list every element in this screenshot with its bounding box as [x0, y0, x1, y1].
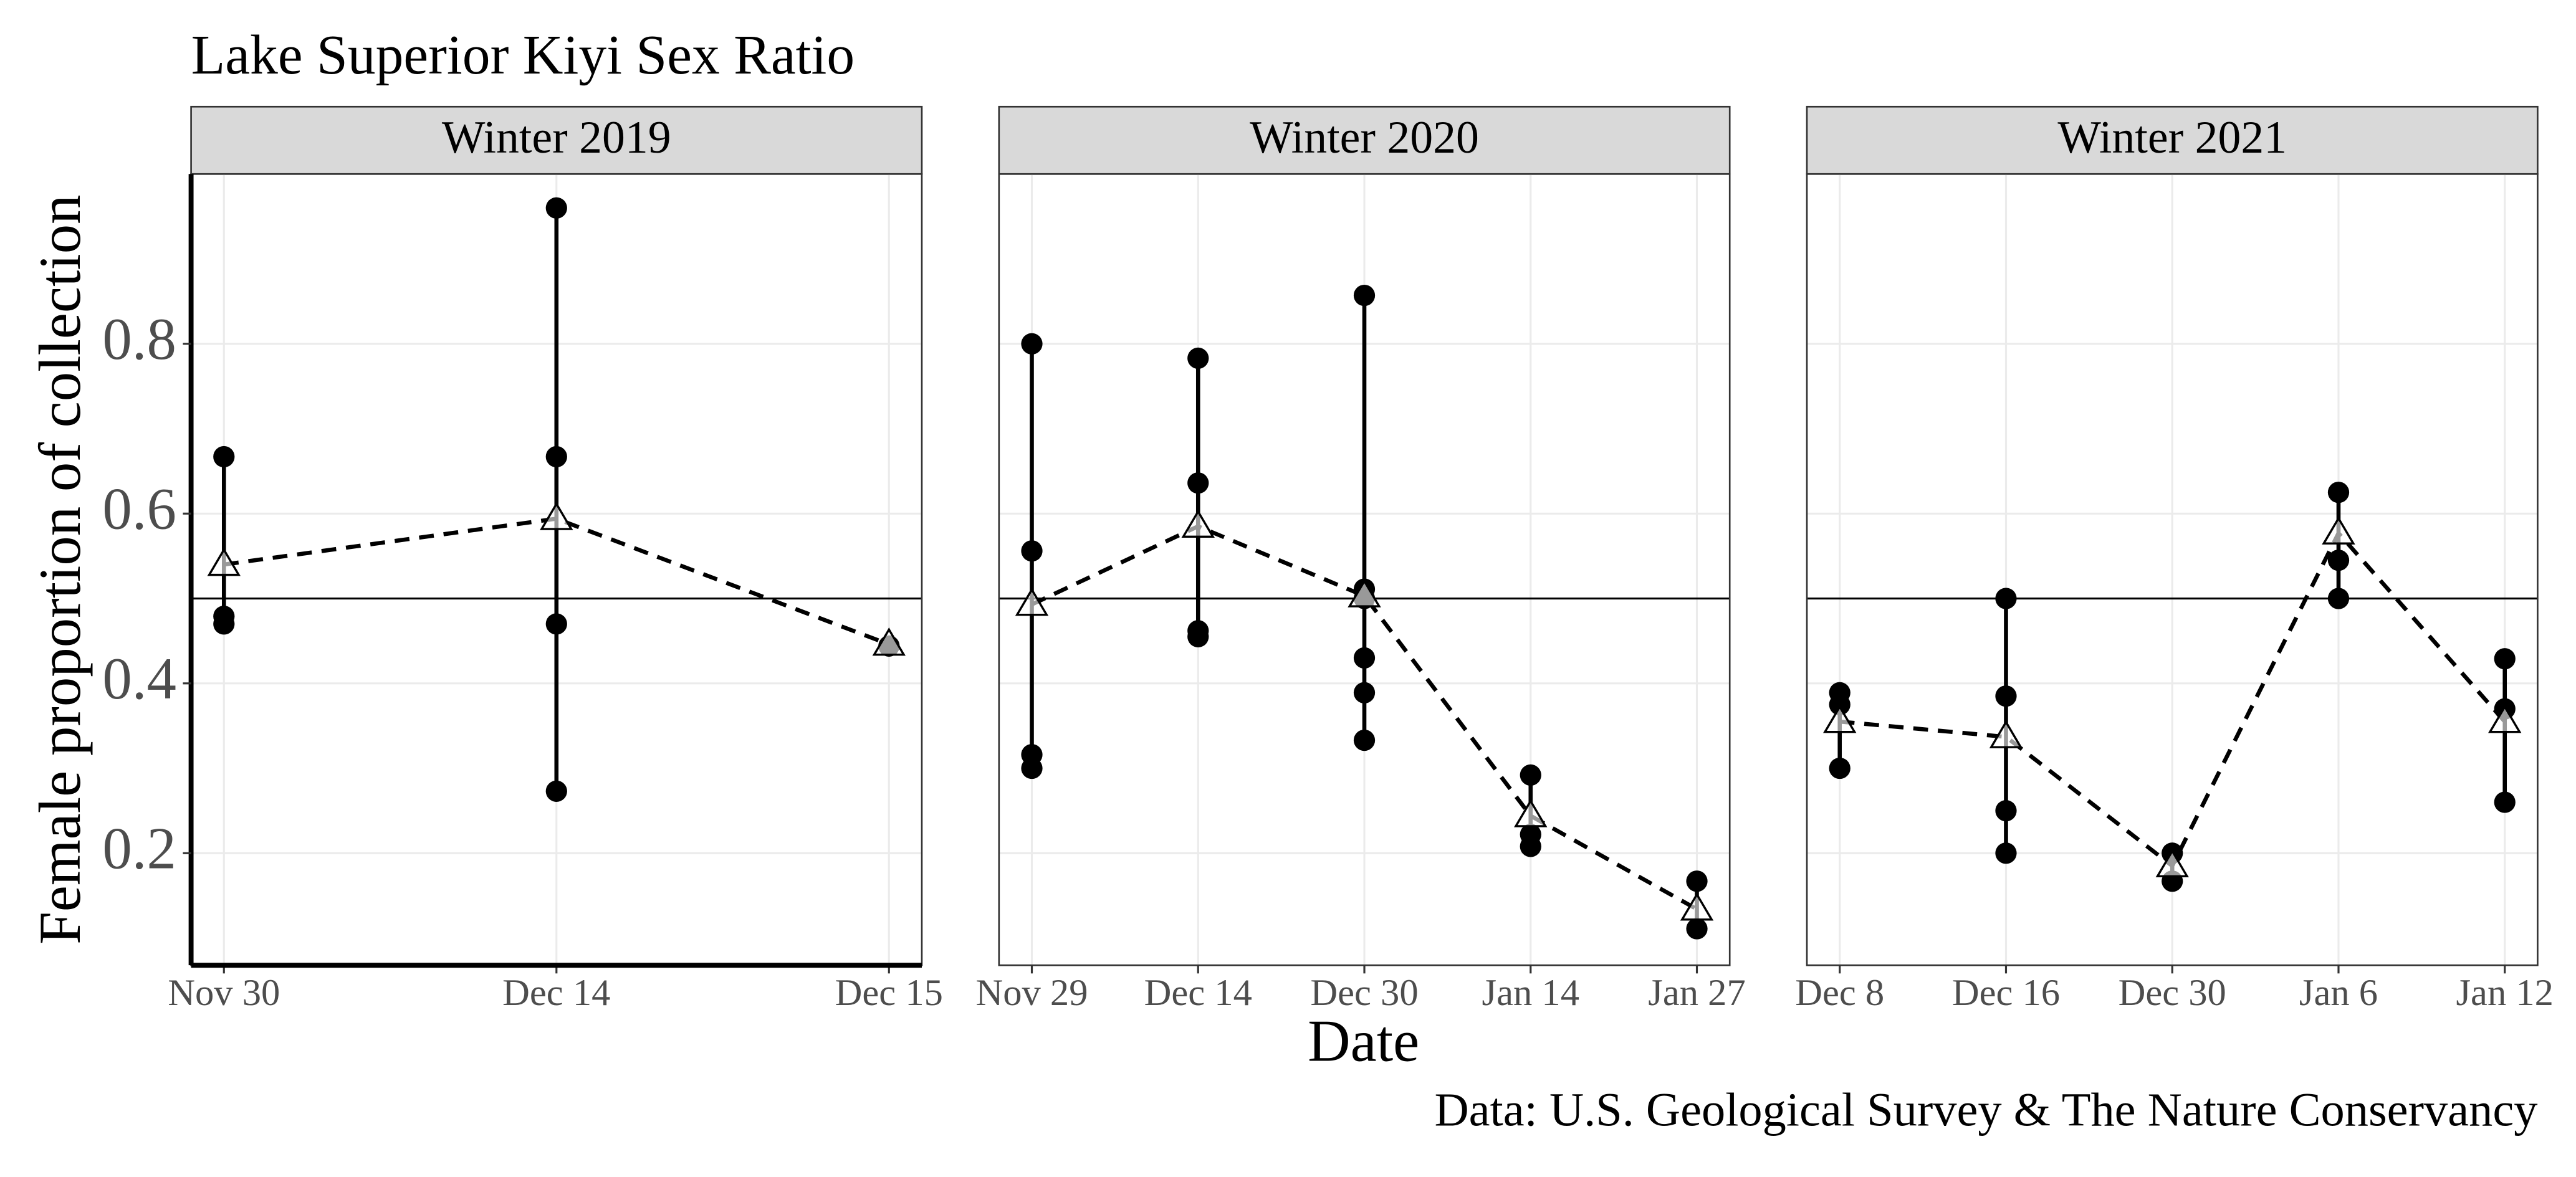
sample-point [1353, 647, 1376, 669]
sample-point [2327, 482, 2350, 503]
sample-point [1829, 757, 1851, 779]
x-axis-title: Date [1308, 1008, 1419, 1074]
sample-point [1520, 836, 1541, 857]
sample-point [1686, 870, 1708, 892]
sample-point [1995, 588, 2017, 609]
sample-point [1686, 918, 1708, 940]
mean-marker [1514, 799, 1548, 827]
mean-line [223, 517, 890, 647]
mean-marker [872, 627, 906, 656]
y-tick-label: 0.6 [102, 476, 176, 542]
x-tick-label: Jan 14 [1482, 972, 1579, 1014]
y-tick-label: 0.2 [102, 816, 176, 882]
strip-label: Winter 2020 [1250, 112, 1479, 163]
x-tick-label: Jan 27 [1648, 972, 1745, 1014]
sample-point [1995, 842, 2017, 864]
sample-point [1353, 682, 1376, 703]
y-tick-label: 0.8 [102, 306, 176, 372]
sample-point [1353, 284, 1376, 307]
strip-label: Winter 2019 [442, 112, 671, 163]
sample-point [1187, 626, 1209, 647]
caption: Data: U.S. Geological Survey & The Natur… [1434, 1083, 2537, 1136]
strip [998, 105, 1731, 175]
mean-marker [1680, 892, 1714, 921]
x-tick-label: Dec 14 [1144, 972, 1252, 1014]
y-tick-label: 0.4 [102, 646, 176, 712]
mean-marker [1181, 509, 1215, 538]
chart-title: Lake Superior Kiyi Sex Ratio [191, 24, 855, 86]
sample-point [2327, 550, 2350, 571]
sample-point [545, 613, 567, 635]
sample-point [2327, 588, 2350, 609]
mean-marker [207, 547, 241, 576]
sample-point [1187, 347, 1209, 369]
sample-point [1021, 540, 1043, 562]
sample-point [213, 613, 235, 635]
sample-point [1187, 472, 1209, 494]
sample-point [2494, 791, 2516, 813]
strip [1806, 105, 2539, 175]
y-axis-title: Female proportion of collection [27, 194, 93, 944]
x-tick-label: Dec 14 [502, 972, 610, 1014]
strip-label: Winter 2021 [2057, 112, 2287, 163]
sample-point [545, 197, 567, 219]
x-tick-label: Dec 8 [1795, 972, 1884, 1014]
x-tick-label: Dec 30 [1310, 972, 1418, 1014]
x-tick-label: Jan 6 [2299, 972, 2378, 1014]
sample-point [1995, 685, 2017, 707]
sample-point [1021, 333, 1043, 355]
x-tick-label: Dec 15 [835, 972, 943, 1014]
mean-marker [1823, 705, 1857, 733]
sample-point [1353, 729, 1376, 751]
sample-point [1021, 757, 1043, 779]
x-tick-label: Jan 12 [2456, 972, 2553, 1014]
x-tick-label: Dec 30 [2119, 972, 2226, 1014]
mean-marker [1015, 587, 1049, 616]
sample-point [1520, 764, 1541, 786]
x-tick-label: Nov 30 [168, 972, 280, 1014]
sample-point [1995, 800, 2017, 822]
sample-point [213, 446, 235, 468]
x-tick-label: Dec 16 [1952, 972, 2060, 1014]
sample-point [2494, 648, 2516, 670]
mean-marker [2155, 849, 2189, 878]
mean-marker [2322, 516, 2355, 545]
sample-point [545, 446, 567, 468]
mean-marker [540, 502, 573, 530]
mean-marker [2488, 705, 2522, 733]
mean-marker [1989, 720, 2023, 748]
sample-point [545, 780, 567, 802]
sample-point [1829, 693, 1851, 715]
mean-line [1031, 524, 1698, 912]
mean-marker [1348, 579, 1381, 608]
strip [190, 105, 923, 175]
x-tick-label: Nov 29 [975, 972, 1088, 1014]
